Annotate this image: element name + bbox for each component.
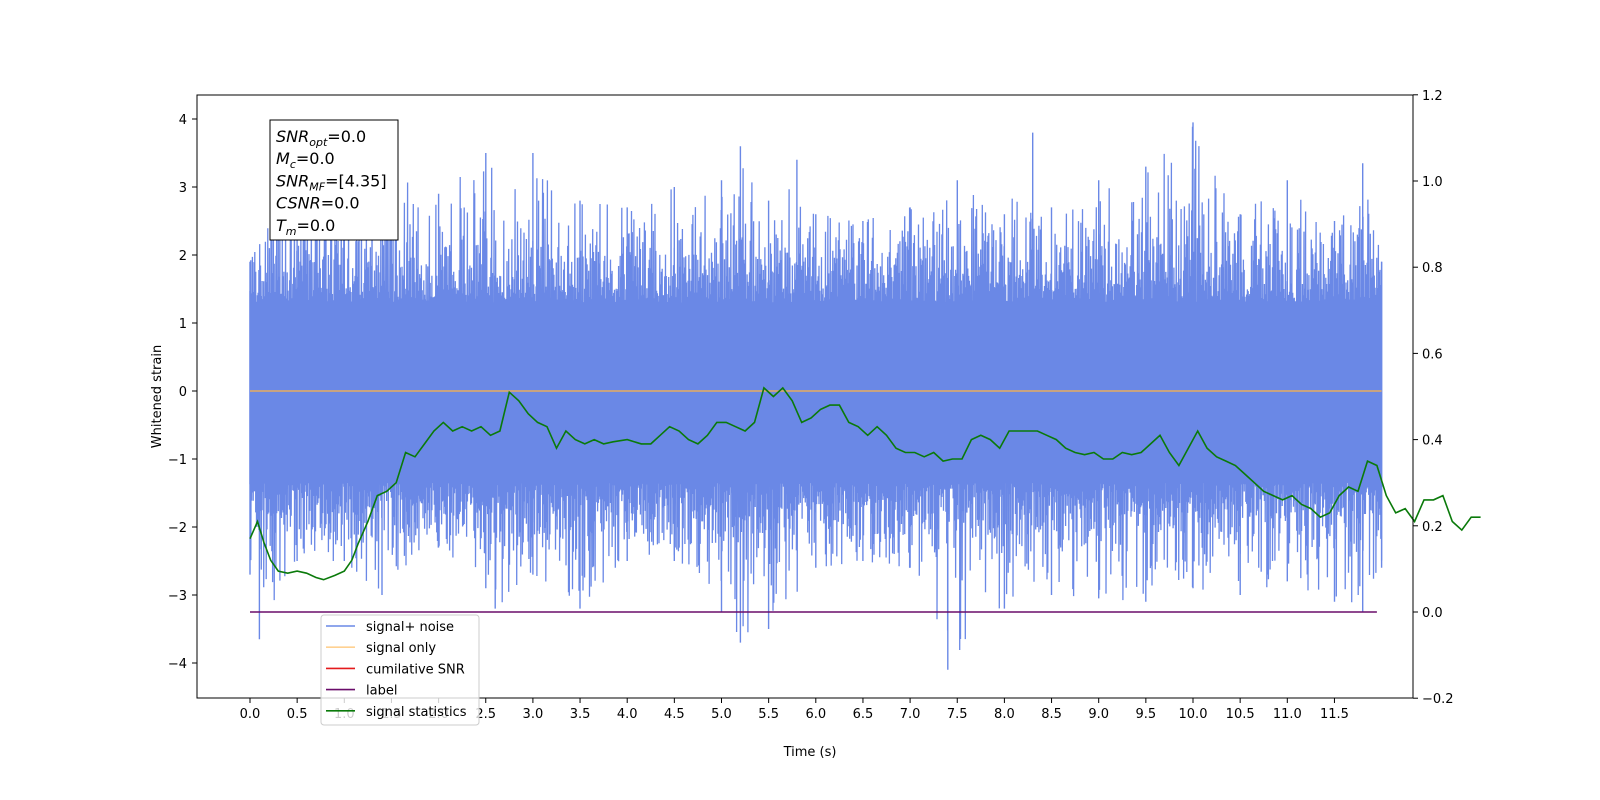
left-y-tick-label: 3 (179, 181, 187, 196)
right-y-tick-label: 0.6 (1422, 347, 1443, 362)
x-tick-label: 6.5 (853, 707, 874, 722)
x-tick-label: 8.5 (1041, 707, 1062, 722)
legend-entry: signal+ noise (366, 620, 454, 635)
series-lines (249, 386, 1481, 613)
right-y-tick-label: 1.0 (1422, 175, 1443, 190)
x-tick-label: 2.5 (475, 707, 496, 722)
info-line: Tm=0.0 (276, 216, 335, 238)
x-tick-label: 5.0 (711, 707, 732, 722)
x-tick-label: 0.5 (287, 707, 308, 722)
right-y-tick-label: 1.2 (1422, 89, 1443, 104)
x-tick-label: 4.5 (664, 707, 685, 722)
info-line: Mc=0.0 (276, 149, 335, 171)
x-tick-label: 10.5 (1226, 707, 1255, 722)
left-y-axis: 4 3 2 1 0 −1 −2 −3 −4 (168, 113, 197, 672)
x-tick-label: 7.5 (947, 707, 968, 722)
x-tick-label: 3.0 (523, 707, 544, 722)
x-tick-label: 7.0 (900, 707, 921, 722)
legend-entry: cumilative SNR (366, 662, 465, 677)
right-y-axis: 1.2 1.0 0.8 0.6 0.4 0.2 0.0 −0.2 (1413, 89, 1454, 707)
right-y-tick-label: 0.8 (1422, 261, 1443, 276)
right-y-tick-label: −0.2 (1422, 692, 1454, 707)
legend-frame (320, 614, 480, 726)
legend-entry: signal statistics (366, 705, 467, 720)
x-tick-label: 9.0 (1088, 707, 1109, 722)
x-tick-label: 11.5 (1320, 707, 1349, 722)
legend-entry: signal only (366, 641, 436, 656)
x-tick-label: 10.0 (1179, 707, 1208, 722)
left-y-tick-label: −2 (168, 521, 187, 536)
left-y-tick-label: 0 (179, 385, 187, 400)
info-box-frame (269, 119, 399, 241)
right-y-tick-label: 0.2 (1422, 520, 1443, 535)
left-y-tick-label: 4 (179, 113, 187, 128)
x-tick-label: 5.5 (758, 707, 779, 722)
x-tick-label: 3.5 (570, 707, 591, 722)
right-y-tick-label: 0.4 (1422, 434, 1443, 449)
plot-frame (196, 94, 1414, 699)
x-tick-label: 11.0 (1273, 707, 1302, 722)
info-line: CSNR=0.0 (276, 194, 360, 213)
left-y-tick-label: −1 (168, 453, 187, 468)
signal-noise-series (249, 122, 1383, 670)
x-tick-label: 6.0 (805, 707, 826, 722)
right-y-tick-label: 0.0 (1422, 606, 1443, 621)
x-axis-label: Time (s) (783, 745, 837, 760)
legend-entry: label (366, 684, 397, 699)
noise-spikes (249, 122, 1383, 670)
left-y-tick-label: −3 (168, 589, 187, 604)
left-y-tick-label: −4 (168, 657, 187, 672)
x-tick-label: 8.0 (994, 707, 1015, 722)
left-y-tick-label: 1 (179, 317, 187, 332)
y-axis-label: Whitened strain (150, 345, 165, 448)
x-tick-label: 9.5 (1136, 707, 1157, 722)
series-line-4 (249, 386, 1481, 581)
left-y-tick-label: 2 (179, 249, 187, 264)
x-tick-label: 4.0 (617, 707, 638, 722)
x-tick-label: 0.0 (240, 707, 261, 722)
legend: signal+ noise signal only cumilative SNR la… (320, 614, 480, 726)
info-line: SNRopt=0.0 (276, 127, 366, 149)
info-line: SNRMF=[4.35] (276, 171, 387, 193)
